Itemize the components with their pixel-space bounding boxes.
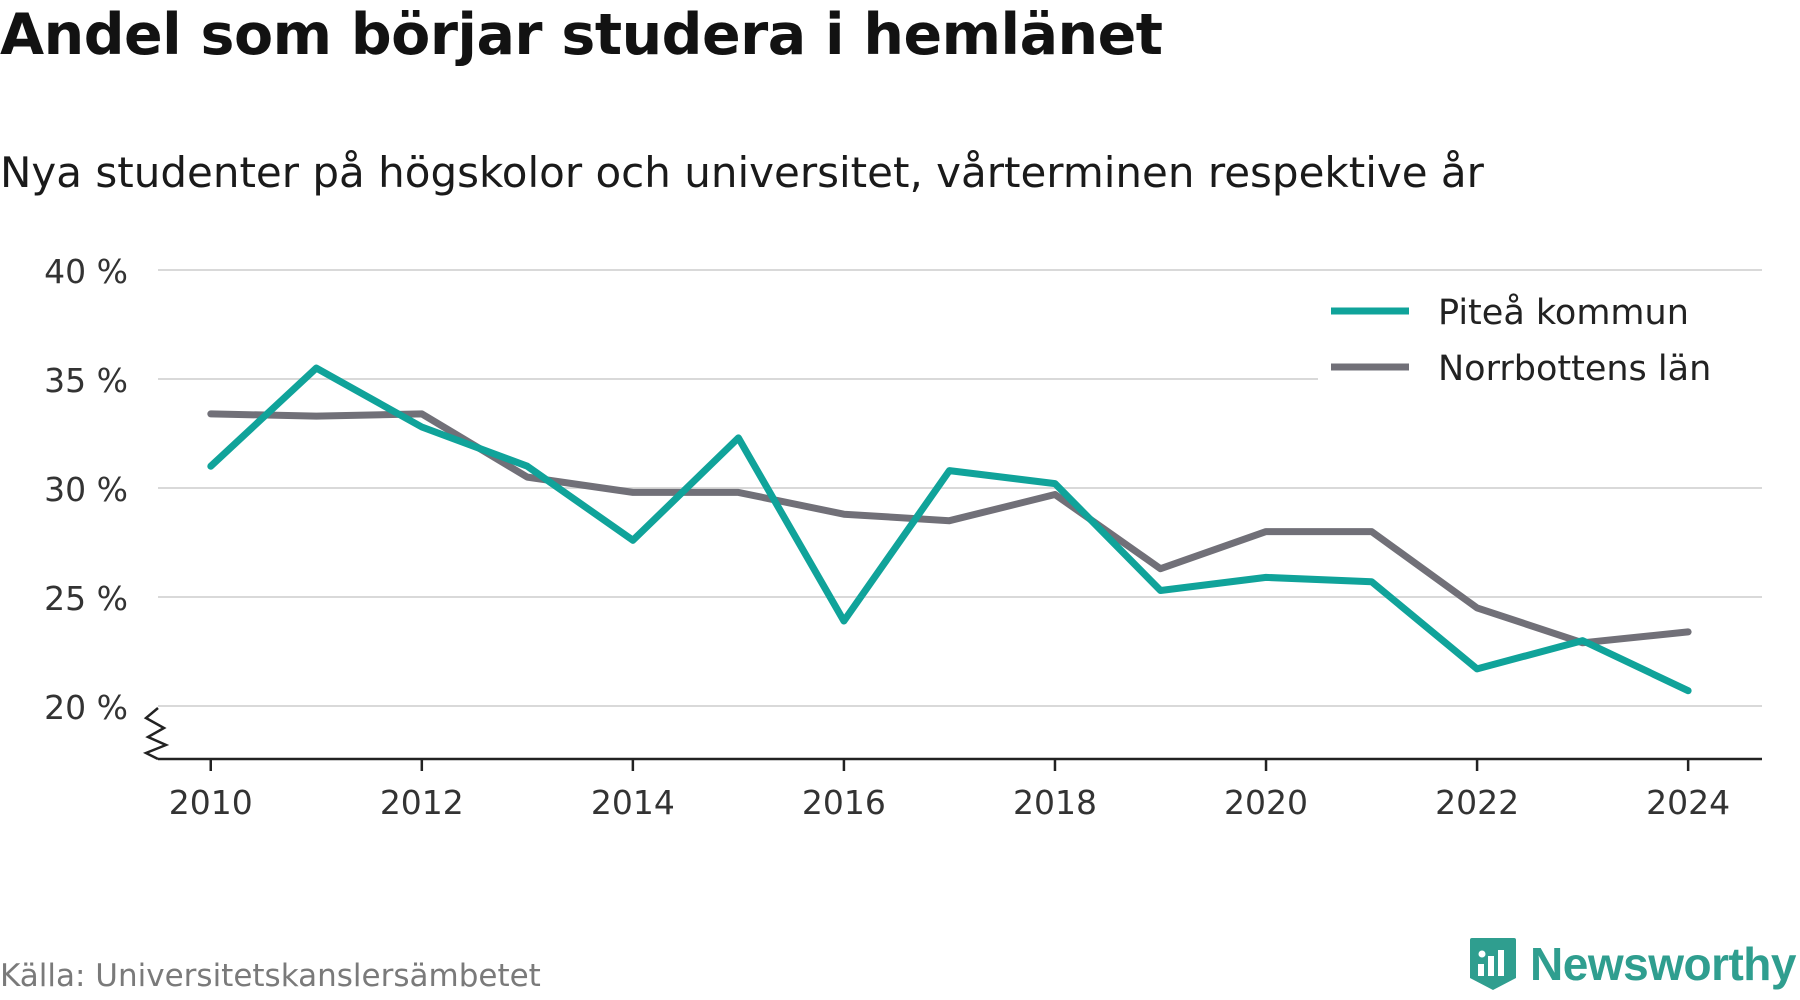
x-tick-label: 2012 <box>380 783 464 822</box>
y-axis-ticks: 20 % 25 % 30 % 35 % 40 % <box>44 252 128 727</box>
series-line <box>207 364 1692 695</box>
brand-logo: Newsworthy <box>1468 936 1796 992</box>
x-axis <box>142 707 1762 761</box>
legend-label: Norrbottens län <box>1438 349 1711 389</box>
legend: Piteå kommun Norrbottens län <box>1318 280 1762 395</box>
y-tick-label: 20 % <box>44 688 128 727</box>
source-note: Källa: Universitetskanslersämbetet <box>0 958 541 994</box>
brand-name: Newsworthy <box>1530 938 1796 990</box>
legend-label: Piteå kommun <box>1438 292 1689 333</box>
x-tick-label: 2022 <box>1435 783 1519 822</box>
x-axis-ticks: 2010 2012 2014 2016 2018 2020 2022 2024 <box>169 759 1730 822</box>
y-tick-label: 30 % <box>44 470 128 509</box>
x-tick-label: 2024 <box>1646 783 1730 822</box>
axis-break-mark <box>142 707 170 761</box>
x-tick-label: 2014 <box>591 783 675 822</box>
chart-subtitle: Nya studenter på högskolor och universit… <box>0 148 1484 197</box>
x-tick-label: 2010 <box>169 783 253 822</box>
legend-background <box>1318 280 1762 395</box>
y-tick-label: 25 % <box>44 579 128 618</box>
series-lines <box>207 364 1692 695</box>
x-tick-label: 2020 <box>1224 783 1308 822</box>
x-tick-label: 2018 <box>1013 783 1097 822</box>
series-line <box>207 410 1692 647</box>
newsworthy-logo-icon <box>1470 938 1517 990</box>
chart-title: Andel som börjar studera i hemlänet <box>0 2 1163 68</box>
y-tick-label: 40 % <box>44 252 128 291</box>
y-tick-label: 35 % <box>44 361 128 400</box>
x-tick-label: 2016 <box>802 783 886 822</box>
